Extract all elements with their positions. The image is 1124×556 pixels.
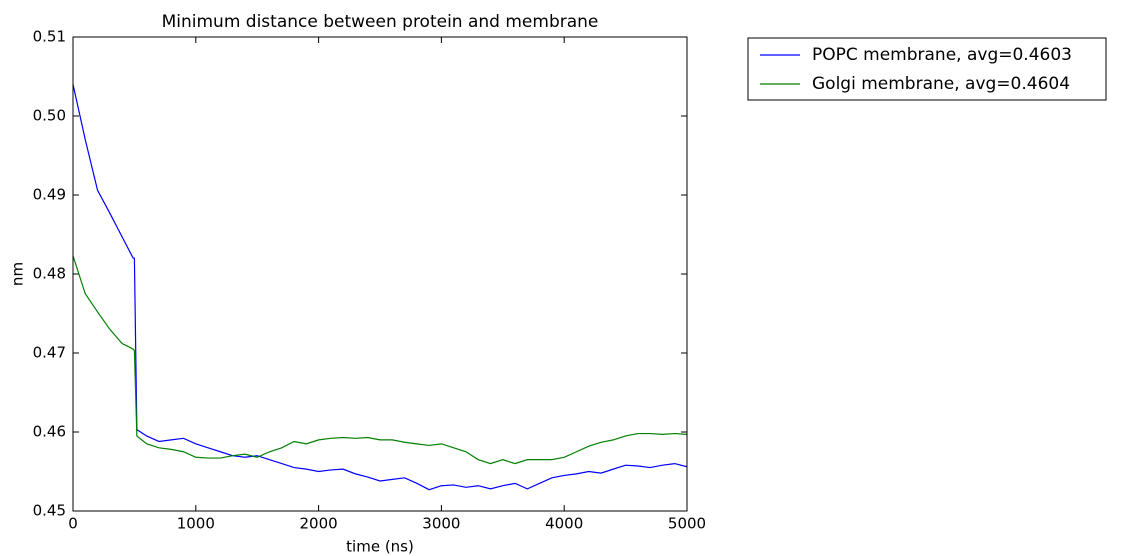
y-tick-label: 0.45 <box>33 502 66 520</box>
y-tick-label: 0.50 <box>33 107 66 125</box>
y-tick-label: 0.51 <box>33 28 66 46</box>
x-tick-label: 1000 <box>177 515 215 533</box>
series-line <box>72 84 688 491</box>
x-tick-label: 2000 <box>300 515 338 533</box>
legend-box <box>747 37 1107 101</box>
y-tick-label: 0.46 <box>33 423 66 441</box>
x-tick-label: 5000 <box>668 515 706 533</box>
x-tick-label: 0 <box>68 515 78 533</box>
x-axis-label: time (ns) <box>346 538 414 556</box>
chart-title: Minimum distance between protein and mem… <box>162 12 599 32</box>
x-tick-label: 4000 <box>545 515 583 533</box>
y-tick-label: 0.48 <box>33 265 66 283</box>
legend-label: Golgi membrane, avg=0.4604 <box>812 74 1070 94</box>
y-tick-label: 0.47 <box>33 344 66 362</box>
plot-frame <box>72 36 688 512</box>
series-line <box>72 255 688 465</box>
y-tick-label: 0.49 <box>33 186 66 204</box>
legend-label: POPC membrane, avg=0.4603 <box>812 45 1072 65</box>
y-axis-label: nm <box>9 262 27 286</box>
x-tick-label: 3000 <box>422 515 460 533</box>
